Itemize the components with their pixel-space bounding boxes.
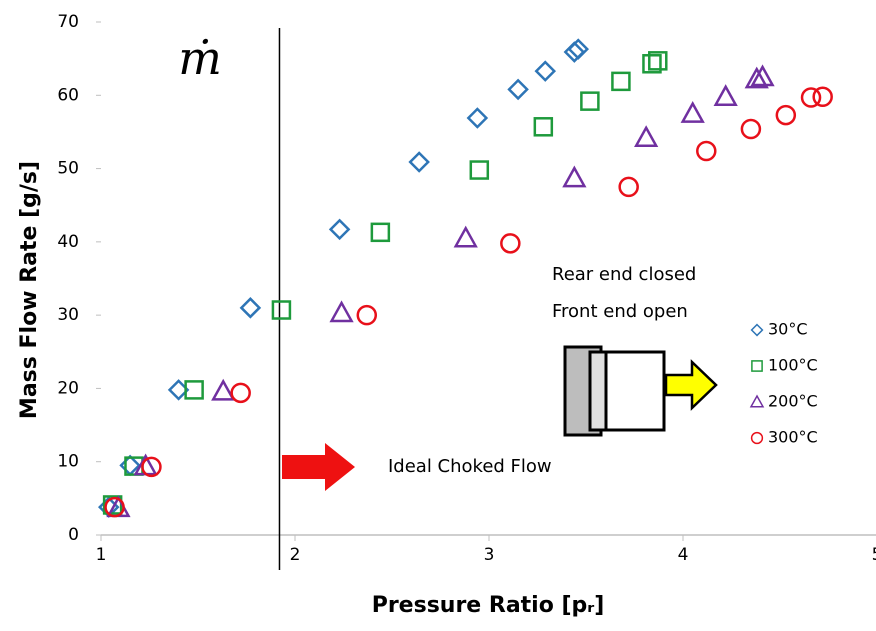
legend-marker <box>749 394 765 408</box>
legend-label: 300°C <box>768 428 818 447</box>
y-tick-label: 0 <box>68 525 79 545</box>
marker-triangle <box>329 300 354 323</box>
marker-diamond <box>534 60 557 82</box>
marker-triangle <box>634 125 659 148</box>
marker-circle <box>740 118 762 140</box>
marker-square <box>469 160 490 180</box>
x-tick-label: 1 <box>96 545 107 565</box>
marker-triangle <box>680 101 705 123</box>
marker-diamond <box>466 107 489 129</box>
y-tick-label: 40 <box>57 232 79 252</box>
y-axis-label: Mass Flow Rate [g/s] <box>17 161 42 419</box>
marker-diamond <box>567 38 590 60</box>
y-tick-label: 20 <box>57 378 79 398</box>
annotation: Rear end closed <box>552 264 696 285</box>
marker-circle <box>696 140 717 162</box>
marker-square <box>271 300 292 320</box>
y-tick-label: 70 <box>57 12 79 32</box>
marker-circle <box>500 233 521 254</box>
marker-square <box>533 117 554 137</box>
marker-diamond <box>507 78 529 101</box>
marker-square <box>642 54 662 74</box>
marker-circle <box>775 104 797 126</box>
annotation: Front end open <box>552 301 688 322</box>
y-tick-label: 30 <box>57 305 79 325</box>
marker-circle <box>104 496 125 518</box>
marker-circle <box>141 456 162 478</box>
x-tick-label: 5 <box>872 545 876 565</box>
marker-triangle <box>562 165 587 188</box>
x-tick-label: 4 <box>678 545 689 565</box>
marker-diamond <box>239 297 262 319</box>
marker-diamond <box>328 218 351 241</box>
x-tick-label: 2 <box>290 545 301 565</box>
marker-circle <box>356 304 378 326</box>
cylinder-body <box>604 350 666 432</box>
marker-triangle <box>750 64 775 87</box>
legend-label: 100°C <box>768 356 818 375</box>
red-arrow <box>282 443 355 491</box>
marker-diamond <box>408 151 430 173</box>
legend-marker <box>750 431 764 445</box>
marker-circle <box>618 176 639 198</box>
symbol: ṁ <box>178 31 222 85</box>
legend-marker <box>750 323 764 337</box>
marker-square <box>648 51 668 71</box>
marker-triangle <box>211 378 236 401</box>
marker-square <box>184 380 204 400</box>
x-axis-label: Pressure Ratio [pᵣ] <box>372 593 605 618</box>
annotation: Ideal Choked Flow <box>388 456 552 477</box>
marker-triangle <box>713 84 738 107</box>
y-tick-label: 10 <box>57 452 79 472</box>
marker-circle <box>812 86 833 108</box>
marker-triangle <box>453 225 478 248</box>
legend-marker <box>751 360 763 372</box>
legend-label: 30°C <box>768 320 808 339</box>
x-tick-label: 3 <box>484 545 495 565</box>
marker-square <box>580 91 600 111</box>
marker-triangle <box>744 66 769 89</box>
y-tick-label: 50 <box>57 159 79 179</box>
marker-square <box>611 71 631 92</box>
legend-label: 200°C <box>768 392 818 411</box>
marker-circle <box>800 87 822 108</box>
marker-circle <box>230 382 251 404</box>
y-tick-label: 60 <box>57 85 79 105</box>
marker-square <box>370 222 391 243</box>
yellow-arrow <box>664 359 718 411</box>
